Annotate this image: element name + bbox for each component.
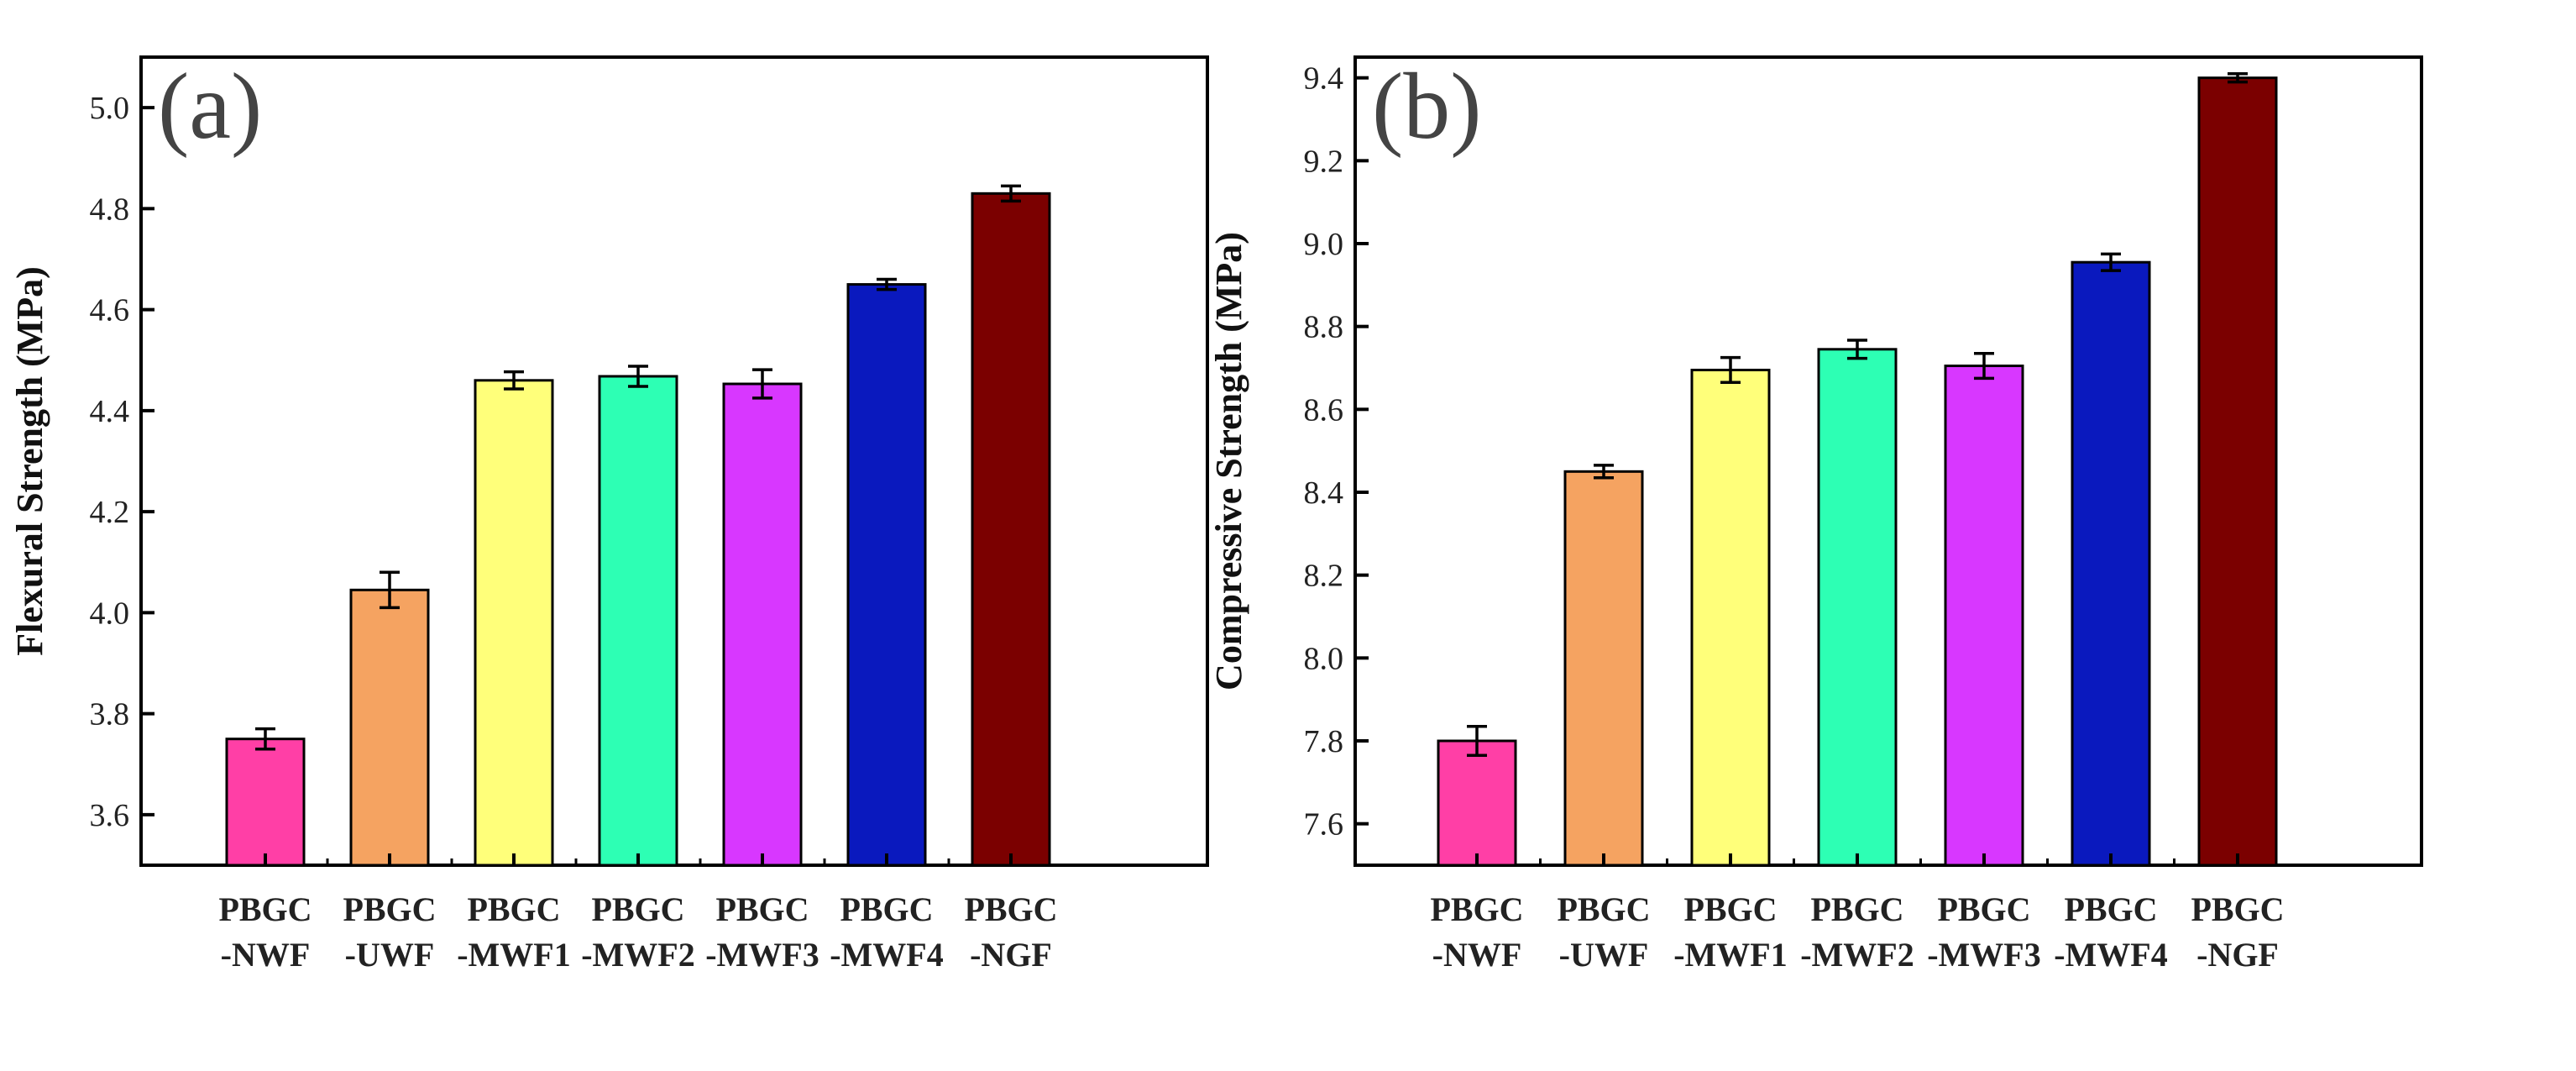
panel-a-category-label: -UWF	[345, 936, 435, 974]
panel-a-category-label: PBGC	[964, 890, 1057, 928]
panel-a-category-label: PBGC	[343, 890, 436, 928]
panel-a-error-bar	[628, 365, 648, 388]
panel-b-error-bar	[1847, 339, 1867, 360]
panel-a-ytick-label: 4.4	[90, 394, 130, 429]
panel-b-category-label: PBGC	[1937, 890, 2030, 928]
panel-b-category-label: -NWF	[1432, 936, 1522, 974]
panel-b-bar	[1563, 470, 1644, 867]
panel-a-ytick-label: 3.8	[90, 697, 130, 732]
panel-a-bar	[722, 382, 803, 867]
panel-a-ytick-label: 4.6	[90, 293, 130, 328]
panel-b-ytick-label: 8.0	[1304, 641, 1344, 676]
panel-b-category-label: -MWF1	[1673, 936, 1788, 974]
panel-a-error-bar	[1001, 184, 1021, 203]
panel-a-error-bar	[752, 368, 772, 400]
panel-a-category-label: PBGC	[218, 890, 312, 928]
panel-b-category-label: PBGC	[1810, 890, 1903, 928]
panel-a-error-bar	[877, 277, 897, 291]
panel-a-ytick-label: 3.6	[90, 798, 130, 833]
panel-a-bar	[971, 192, 1051, 867]
panel-a-label: (a)	[158, 55, 262, 159]
panel-b-ytick-label: 8.2	[1304, 559, 1344, 594]
panel-b-error-bar	[1467, 724, 1487, 758]
panel-a-bar	[846, 283, 927, 867]
panel-a-error-bar	[255, 727, 275, 751]
panel-b-category-label: PBGC	[1683, 890, 1777, 928]
panel-a-bar	[598, 375, 678, 867]
panel-a-category-label: -NGF	[970, 936, 1052, 974]
panel-a-category-label: PBGC	[715, 890, 809, 928]
panel-b-category-label: PBGC	[1557, 890, 1650, 928]
panel-a-category-label: -MWF2	[581, 936, 695, 974]
panel-b-ytick-label: 8.4	[1304, 475, 1344, 511]
panel-a: 3.6 3.8 4.0 4.2 4.4 4.6 4.8 5.0 Flexural Strengt…	[9, 55, 1209, 974]
panel-b-ytick-label: 7.6	[1304, 807, 1344, 843]
panel-a-bar	[225, 738, 306, 867]
panel-b-category-label: -UWF	[1559, 936, 1649, 974]
panel-a-category-label: -MWF3	[705, 936, 819, 974]
panel-a-y-axis-title: Flexural Strength (MPa)	[9, 266, 50, 656]
panel-a-category-label: PBGC	[840, 890, 933, 928]
panel-b-category-label: PBGC	[1430, 890, 1523, 928]
panel-a-category-label: -NWF	[221, 936, 311, 974]
panel-b-ytick-label: 7.8	[1304, 724, 1344, 759]
panel-b: 7.6 7.8 8.0 8.2 8.4 8.6 8.8 9.0 9.2 9.4 Compressiv…	[1208, 55, 2423, 974]
panel-b-error-bar	[2228, 71, 2248, 84]
panel-a-bar	[349, 588, 430, 867]
panel-a-error-bar	[380, 570, 400, 610]
panel-b-error-bar	[1720, 355, 1741, 385]
panel-a-category-label: PBGC	[591, 890, 684, 928]
panel-a-ytick-label: 4.0	[90, 596, 130, 631]
panel-b-category-label: -MWF4	[2054, 936, 2168, 974]
panel-b-category-label: -MWF3	[1927, 936, 2041, 974]
panel-a-bar	[474, 379, 554, 867]
panel-b-error-bar	[2101, 252, 2121, 272]
panel-a-category-label: -MWF4	[830, 936, 944, 974]
panel-a-ytick-label: 4.2	[90, 495, 130, 530]
panel-a-ytick-label: 4.8	[90, 192, 130, 227]
panel-b-bar	[2197, 76, 2278, 867]
panel-a-ytick-label: 5.0	[90, 91, 130, 126]
panel-b-ytick-label: 8.8	[1304, 310, 1344, 345]
panel-b-label: (b)	[1372, 55, 1482, 159]
panel-a-category-label: -MWF1	[457, 936, 571, 974]
panel-b-ytick-label: 9.0	[1304, 227, 1344, 262]
panel-b-ytick-label: 9.2	[1304, 144, 1344, 179]
panel-b-category-label: PBGC	[2191, 890, 2284, 928]
panel-b-category-label: -MWF2	[1800, 936, 1914, 974]
panel-a-error-bar	[504, 370, 524, 391]
panel-b-bar	[1817, 348, 1898, 867]
panel-b-error-bar	[1974, 351, 1994, 381]
panel-b-ytick-label: 8.6	[1304, 392, 1344, 428]
panel-b-category-label: PBGC	[2064, 890, 2157, 928]
panel-b-bar	[1690, 368, 1771, 867]
panel-a-category-label: PBGC	[467, 890, 560, 928]
panel-b-bar	[1437, 739, 1517, 867]
panel-b-bar	[1944, 365, 2024, 867]
panel-b-bar	[2071, 260, 2151, 867]
panel-b-ytick-label: 9.4	[1304, 61, 1344, 97]
panel-b-category-label: -NGF	[2196, 936, 2279, 974]
panel-b-y-axis-title: Compressive Strength (MPa)	[1208, 232, 1249, 690]
panel-b-error-bar	[1594, 464, 1614, 480]
